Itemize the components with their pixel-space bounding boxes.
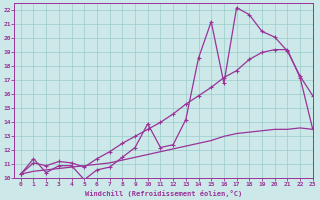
- X-axis label: Windchill (Refroidissement éolien,°C): Windchill (Refroidissement éolien,°C): [85, 190, 242, 197]
